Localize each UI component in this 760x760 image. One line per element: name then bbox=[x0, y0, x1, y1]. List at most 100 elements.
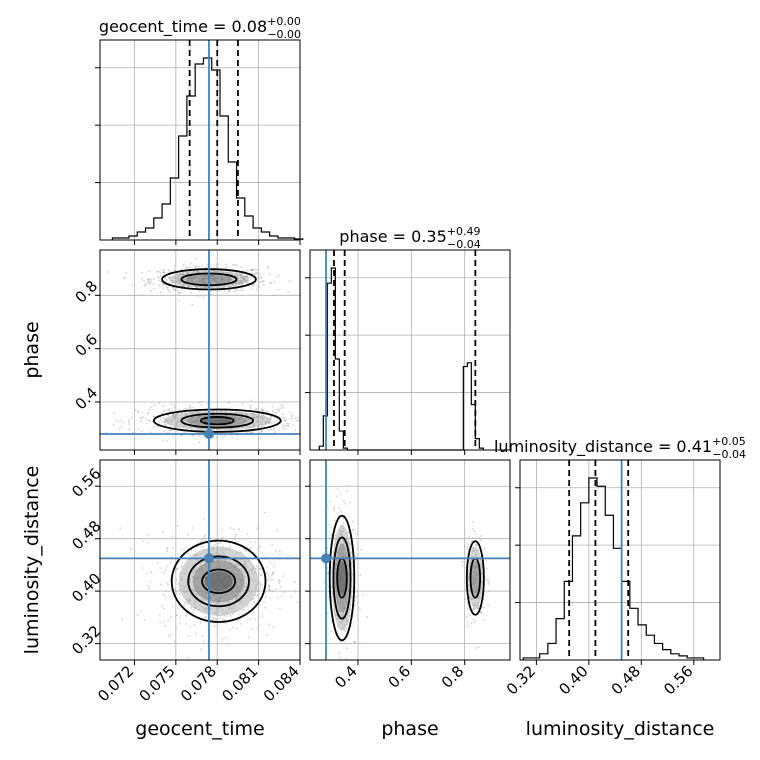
sample-point bbox=[139, 420, 142, 422]
sample-point bbox=[301, 427, 303, 429]
sample-point bbox=[342, 555, 345, 558]
sample-point bbox=[201, 569, 203, 572]
sample-point bbox=[197, 416, 199, 418]
sample-point bbox=[260, 416, 263, 419]
sample-point bbox=[483, 547, 486, 550]
sample-point bbox=[193, 435, 195, 437]
sample-point bbox=[245, 275, 248, 278]
sample-point bbox=[197, 285, 200, 288]
sample-point bbox=[195, 275, 197, 278]
sample-point bbox=[202, 296, 205, 299]
sample-point bbox=[182, 285, 185, 288]
sample-point bbox=[121, 618, 124, 621]
sample-point bbox=[219, 419, 221, 422]
sample-point bbox=[222, 420, 225, 423]
sample-point bbox=[178, 592, 181, 595]
sample-point bbox=[218, 584, 221, 587]
sample-point bbox=[181, 273, 183, 276]
sample-point bbox=[347, 619, 350, 622]
sample-point bbox=[268, 421, 271, 423]
sample-point bbox=[187, 552, 190, 555]
sample-point bbox=[190, 416, 193, 419]
sample-point bbox=[196, 577, 199, 580]
sample-point bbox=[171, 286, 174, 289]
sample-point bbox=[204, 607, 207, 610]
sample-point bbox=[214, 279, 217, 282]
sample-point bbox=[233, 417, 236, 420]
sample-point bbox=[182, 273, 185, 276]
sample-point bbox=[187, 277, 190, 280]
sample-point bbox=[342, 610, 345, 613]
sample-point bbox=[473, 581, 475, 584]
sample-point bbox=[226, 419, 229, 422]
sample-point bbox=[200, 576, 202, 579]
sample-point bbox=[242, 277, 245, 280]
sample-point bbox=[254, 594, 256, 597]
sample-point bbox=[162, 439, 165, 442]
sample-point bbox=[466, 616, 468, 619]
sample-point bbox=[282, 405, 284, 408]
sample-point bbox=[177, 292, 180, 295]
sample-point bbox=[224, 594, 227, 596]
sample-point bbox=[239, 280, 241, 282]
sample-point bbox=[236, 419, 239, 422]
sample-point bbox=[137, 428, 140, 431]
sample-point bbox=[236, 274, 239, 277]
sample-point bbox=[229, 411, 232, 414]
sample-point bbox=[277, 596, 279, 599]
sample-point bbox=[185, 613, 188, 616]
contour-line bbox=[332, 536, 352, 620]
sample-point bbox=[281, 407, 284, 409]
sample-point bbox=[143, 284, 146, 287]
sample-point bbox=[204, 286, 207, 289]
sample-point bbox=[205, 616, 208, 618]
sample-point bbox=[171, 605, 174, 608]
x-tick-label: 0.40 bbox=[555, 662, 591, 698]
sample-point bbox=[165, 569, 167, 571]
sample-point bbox=[471, 555, 474, 558]
sample-point bbox=[188, 598, 191, 601]
sample-point bbox=[282, 428, 285, 431]
sample-point bbox=[225, 263, 228, 266]
sample-point bbox=[225, 599, 228, 602]
sample-point bbox=[202, 434, 205, 437]
sample-point bbox=[229, 278, 232, 281]
sample-point bbox=[217, 599, 220, 602]
sample-point bbox=[263, 601, 266, 603]
sample-point bbox=[222, 271, 225, 274]
sample-point bbox=[226, 271, 229, 274]
sample-point bbox=[184, 602, 187, 605]
sample-point bbox=[233, 417, 236, 419]
sample-point bbox=[244, 280, 247, 283]
sample-point bbox=[219, 410, 222, 413]
sample-point bbox=[338, 651, 341, 654]
sample-point bbox=[345, 620, 348, 623]
sample-point bbox=[163, 607, 165, 610]
sample-point bbox=[163, 421, 166, 424]
sample-point bbox=[220, 276, 222, 279]
sample-point bbox=[339, 532, 342, 534]
sample-point bbox=[162, 271, 164, 274]
sample-point bbox=[244, 562, 247, 565]
sample-point bbox=[161, 412, 163, 415]
sample-point bbox=[275, 549, 277, 552]
sample-point bbox=[204, 415, 207, 417]
sample-point bbox=[182, 425, 185, 428]
title-sup: +0.00 bbox=[267, 15, 301, 28]
sample-point bbox=[167, 409, 170, 412]
sample-point bbox=[327, 571, 330, 574]
sample-point bbox=[226, 419, 228, 422]
sample-point bbox=[209, 546, 212, 549]
sample-point bbox=[122, 421, 125, 424]
sample-point bbox=[204, 420, 207, 422]
sample-point bbox=[203, 571, 205, 574]
sample-point bbox=[253, 571, 256, 574]
sample-point bbox=[194, 410, 197, 413]
sample-point bbox=[163, 271, 166, 274]
density-fill bbox=[192, 560, 245, 603]
sample-point bbox=[240, 599, 243, 602]
sample-point bbox=[189, 554, 192, 557]
sample-point bbox=[191, 276, 194, 279]
sample-point bbox=[347, 531, 349, 534]
sample-point bbox=[222, 545, 224, 548]
